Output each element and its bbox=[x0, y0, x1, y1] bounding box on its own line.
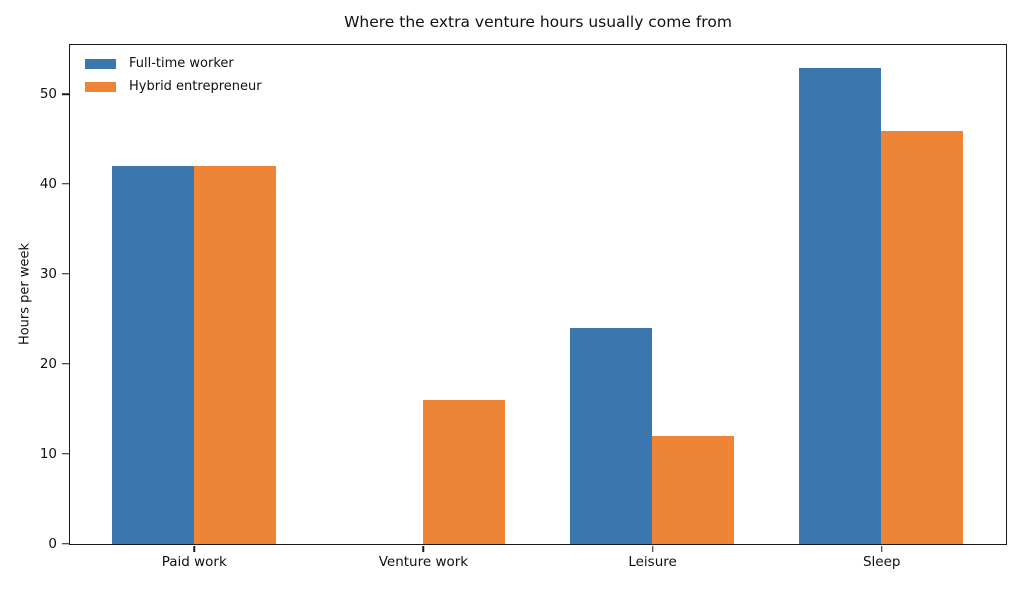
x-tick-mark-leisure bbox=[651, 545, 654, 552]
plot-area: Full-time worker Hybrid entrepreneur bbox=[69, 44, 1007, 545]
y-tick-mark-10 bbox=[62, 452, 69, 455]
y-tick-label-0: 0 bbox=[48, 535, 57, 552]
y-tick-mark-20 bbox=[62, 362, 69, 365]
bar-leisure-hybrid-entrepreneur bbox=[652, 436, 735, 544]
x-tick-mark-venture-work bbox=[422, 545, 425, 552]
legend-swatch-hybrid-entrepreneur bbox=[85, 81, 116, 92]
y-tick-label-10: 10 bbox=[39, 445, 57, 462]
legend-label-hybrid-entrepreneur: Hybrid entrepreneur bbox=[129, 79, 262, 94]
bar-leisure-full-time-worker bbox=[570, 328, 653, 544]
legend-item-full-time-worker: Full-time worker bbox=[85, 54, 262, 73]
bars-layer bbox=[70, 45, 1006, 544]
bar-sleep-full-time-worker bbox=[799, 67, 882, 544]
legend: Full-time worker Hybrid entrepreneur bbox=[85, 54, 262, 96]
y-tick-mark-40 bbox=[62, 183, 69, 185]
y-tick-label-50: 50 bbox=[39, 86, 57, 103]
x-tick-mark-paid-work bbox=[193, 545, 195, 552]
y-axis-label: Hours per week bbox=[17, 242, 33, 346]
legend-label-full-time-worker: Full-time worker bbox=[129, 56, 234, 71]
legend-item-hybrid-entrepreneur: Hybrid entrepreneur bbox=[85, 77, 262, 96]
y-tick-mark-30 bbox=[62, 273, 69, 275]
y-tick-mark-50 bbox=[62, 93, 69, 95]
y-tick-label-20: 20 bbox=[39, 355, 57, 372]
bar-venture-work-hybrid-entrepreneur bbox=[422, 400, 505, 544]
x-tick-label-venture-work: Venture work bbox=[378, 554, 469, 570]
x-tick-label-sleep: Sleep bbox=[862, 554, 901, 570]
y-tick-label-40: 40 bbox=[39, 175, 57, 192]
x-tick-label-paid-work: Paid work bbox=[161, 554, 227, 570]
x-tick-label-leisure: Leisure bbox=[628, 554, 677, 570]
chart-title: Where the extra venture hours usually co… bbox=[344, 13, 732, 31]
bar-sleep-hybrid-entrepreneur bbox=[881, 130, 964, 544]
bar-paid-work-hybrid-entrepreneur bbox=[193, 166, 276, 544]
bar-paid-work-full-time-worker bbox=[111, 166, 194, 544]
x-tick-mark-sleep bbox=[881, 545, 883, 552]
y-tick-mark-0 bbox=[62, 542, 69, 545]
legend-swatch-full-time-worker bbox=[85, 58, 116, 69]
y-tick-label-30: 30 bbox=[39, 265, 57, 282]
